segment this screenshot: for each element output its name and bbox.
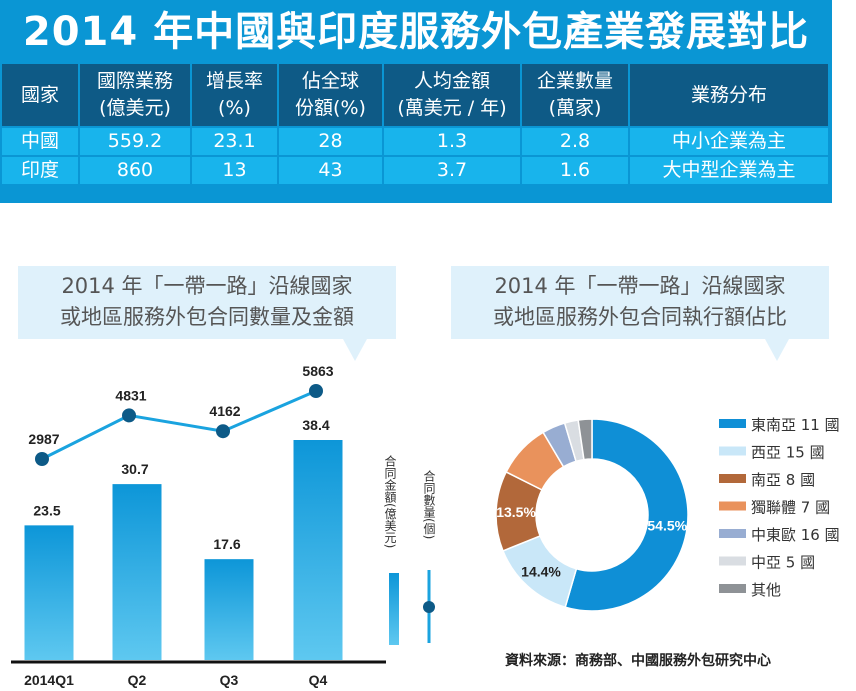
legend-swatch bbox=[719, 419, 746, 428]
header-intl-business: 國際業務 (億美元) bbox=[80, 64, 190, 126]
donut-slice-label: 13.5% bbox=[496, 504, 536, 520]
line-marker bbox=[35, 452, 49, 466]
table-row: 中國 559.2 23.1 28 1.3 2.8 中小企業為主 bbox=[2, 128, 828, 155]
legend-label: 西亞 15 國 bbox=[751, 444, 825, 462]
bar bbox=[24, 525, 74, 660]
cell-per-capita: 3.7 bbox=[384, 157, 520, 184]
cell-intl-business: 559.2 bbox=[80, 128, 190, 155]
header-line: 佔全球 bbox=[301, 70, 359, 92]
donut-slice bbox=[564, 418, 689, 612]
header-line: 國際業務 bbox=[96, 70, 173, 92]
donut-slice bbox=[577, 418, 593, 461]
header-enterprise-count: 企業數量 (萬家) bbox=[522, 64, 628, 126]
header-country: 國家 bbox=[2, 64, 78, 126]
line-value-label: 4162 bbox=[209, 403, 240, 419]
legend-swatch bbox=[719, 529, 746, 538]
line-marker bbox=[216, 424, 230, 439]
x-tick-label: 2014Q1 bbox=[24, 672, 74, 688]
bar-value-label: 30.7 bbox=[121, 461, 148, 477]
legend-swatch bbox=[719, 556, 746, 566]
line-value-label: 2987 bbox=[28, 431, 59, 447]
header-per-capita: 人均金額 (萬美元 / 年) bbox=[384, 64, 520, 126]
donut-slice-label: 54.5% bbox=[647, 518, 687, 534]
page-title: 2014 年中國與印度服務外包產業發展對比 bbox=[22, 9, 810, 55]
legend-label: 中亞 5 國 bbox=[751, 554, 815, 572]
bar bbox=[293, 440, 343, 660]
cell-intl-business: 860 bbox=[80, 157, 190, 184]
legend-label: 南亞 8 國 bbox=[751, 471, 815, 489]
bubble-tail bbox=[765, 339, 789, 361]
header-line: 業務分布 bbox=[690, 83, 767, 106]
cell-country: 印度 bbox=[2, 157, 78, 184]
table-row: 印度 860 13 43 3.7 1.6 大中型企業為主 bbox=[2, 157, 828, 184]
legend-swatch bbox=[719, 446, 746, 456]
header-growth: 增長率 (%) bbox=[192, 64, 277, 126]
line-legend-marker bbox=[423, 601, 435, 613]
cell-enterprise-count: 2.8 bbox=[522, 128, 628, 155]
line-path bbox=[41, 389, 317, 461]
source-note: 資料來源：商務部、中國服務外包研究中心 bbox=[505, 653, 771, 669]
bar-value-label: 38.4 bbox=[302, 417, 329, 433]
header-line: 份額(%) bbox=[295, 97, 366, 119]
header-line: (億美元) bbox=[99, 97, 171, 119]
cell-per-capita: 1.3 bbox=[384, 128, 520, 155]
bar bbox=[204, 559, 254, 660]
header-line: (萬家) bbox=[548, 97, 602, 119]
bar-chart-title-line1: 2014 年「一帶一路」沿線國家 bbox=[61, 274, 353, 298]
bar-legend-label: 合同金額(億美元) bbox=[383, 455, 397, 549]
header-line: 人均金額 bbox=[413, 70, 490, 92]
cell-country: 中國 bbox=[2, 128, 78, 155]
legend-label: 東南亞 11 國 bbox=[751, 416, 840, 434]
line-marker bbox=[122, 408, 136, 423]
line-value-label: 4831 bbox=[115, 387, 146, 403]
bar-series: 23.5 30.7 17.6 38.4 bbox=[24, 417, 343, 660]
cell-global-share: 43 bbox=[279, 157, 382, 184]
line-value-label: 5863 bbox=[302, 363, 333, 379]
header-global-share: 佔全球份額(%) bbox=[279, 64, 382, 126]
legend-label: 中東歐 16 國 bbox=[751, 526, 840, 544]
line-legend-label: 合同數量(個) bbox=[422, 470, 436, 540]
legend-swatch bbox=[719, 501, 746, 511]
table-header-row: 國家 國際業務 (億美元) 增長率 (%) 佔全球份額(%) 人均金額 (萬美元 / … bbox=[2, 64, 828, 126]
header-line: 增長率 bbox=[205, 70, 263, 92]
legend-label: 其他 bbox=[751, 581, 781, 599]
bar-value-label: 17.6 bbox=[213, 536, 240, 552]
line-marker bbox=[309, 384, 323, 398]
pie-chart-title: 2014 年「一帶一路」沿線國家 或地區服務外包合同執行額佔比 bbox=[451, 266, 829, 361]
donut-chart: 54.5% 14.4% 13.5% bbox=[495, 418, 689, 612]
bar-value-label: 23.5 bbox=[33, 502, 60, 518]
bubble-tail bbox=[343, 339, 367, 361]
legend-swatch bbox=[719, 474, 746, 483]
cell-global-share: 28 bbox=[279, 128, 382, 155]
comparison-table: 國家 國際業務 (億美元) 增長率 (%) 佔全球份額(%) 人均金額 (萬美元 / … bbox=[0, 62, 830, 186]
legend-swatch bbox=[719, 584, 746, 593]
x-axis: 2014Q1 Q2 Q3 Q4 bbox=[24, 672, 327, 688]
bar-chart-title: 2014 年「一帶一路」沿線國家 或地區服務外包合同數量及金額 bbox=[18, 266, 396, 361]
header-line: (萬美元 / 年) bbox=[397, 97, 507, 119]
line-series: 2987 4831 4162 5863 bbox=[28, 363, 334, 466]
header-line: 國家 bbox=[20, 83, 59, 106]
cell-growth: 23.1 bbox=[192, 128, 277, 155]
comparison-panel: 2014 年中國與印度服務外包產業發展對比 國家 國際業務 (億美元) 增長率 (%… bbox=[0, 0, 832, 203]
cell-business-distribution: 大中型企業為主 bbox=[630, 157, 828, 184]
header-business-distribution: 業務分布 bbox=[630, 64, 828, 126]
x-tick-label: Q2 bbox=[128, 672, 147, 688]
cell-growth: 13 bbox=[192, 157, 277, 184]
pie-chart-title-line2: 或地區服務外包合同執行額佔比 bbox=[493, 305, 787, 329]
donut-slice-label: 14.4% bbox=[521, 563, 561, 579]
pie-chart-title-line1: 2014 年「一帶一路」沿線國家 bbox=[494, 274, 786, 298]
bar-legend-swatch bbox=[389, 573, 399, 645]
cell-business-distribution: 中小企業為主 bbox=[630, 128, 828, 155]
x-tick-label: Q3 bbox=[220, 672, 239, 688]
bar-chart-title-line2: 或地區服務外包合同數量及金額 bbox=[60, 305, 354, 329]
bar bbox=[112, 484, 162, 660]
cell-enterprise-count: 1.6 bbox=[522, 157, 628, 184]
header-line: (%) bbox=[218, 97, 251, 119]
legend-label: 獨聯體 7 國 bbox=[751, 499, 830, 517]
x-tick-label: Q4 bbox=[309, 672, 328, 688]
header-line: 企業數量 bbox=[536, 70, 613, 92]
